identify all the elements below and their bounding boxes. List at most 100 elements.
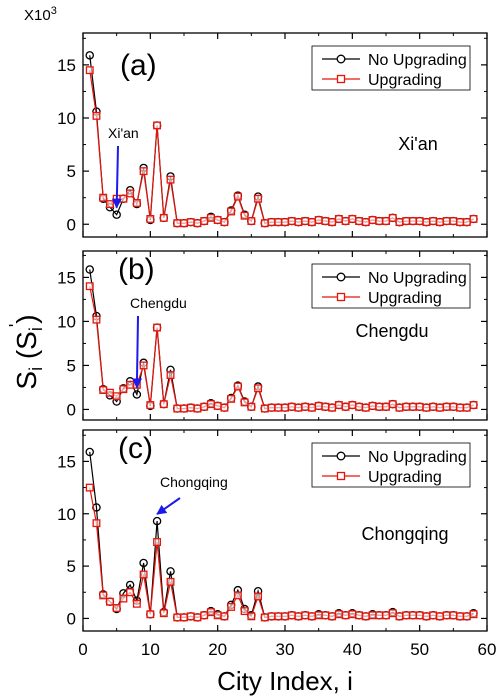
data-point-upgrading bbox=[456, 612, 465, 621]
data-point-upgrading bbox=[119, 594, 128, 603]
data-point-upgrading bbox=[355, 402, 364, 411]
data-point-no-upgrading bbox=[92, 503, 101, 512]
data-point-upgrading bbox=[307, 612, 316, 621]
y-tick-label: 10 bbox=[57, 312, 76, 331]
data-point-upgrading bbox=[469, 214, 478, 223]
data-point-upgrading bbox=[180, 219, 188, 228]
data-point-upgrading bbox=[99, 591, 108, 600]
data-point-upgrading bbox=[260, 613, 269, 622]
data-point-upgrading bbox=[92, 111, 101, 120]
plots: 0 5 10 15 (a) Xi'an Xi'an No Upgrading Upgrading… bbox=[57, 32, 496, 659]
data-point-upgrading bbox=[146, 214, 155, 223]
data-point-upgrading bbox=[186, 403, 195, 412]
data-point-upgrading bbox=[126, 588, 135, 597]
data-point-upgrading bbox=[159, 213, 168, 222]
data-point-upgrading bbox=[132, 599, 141, 608]
x-tick-label: 10 bbox=[141, 640, 160, 659]
data-point-upgrading bbox=[382, 217, 390, 226]
data-point-upgrading bbox=[435, 218, 444, 227]
data-point-upgrading bbox=[254, 194, 263, 203]
data-point-upgrading bbox=[415, 402, 424, 411]
data-point-upgrading bbox=[247, 217, 256, 226]
data-point-upgrading bbox=[274, 403, 283, 412]
annotation-label: Xi'an bbox=[108, 125, 139, 141]
legend-marker-square bbox=[336, 471, 346, 481]
data-point-upgrading bbox=[348, 214, 357, 223]
data-point-upgrading bbox=[247, 402, 256, 411]
data-point-upgrading bbox=[240, 211, 249, 220]
data-point-upgrading bbox=[200, 402, 209, 411]
legend: No Upgrading Upgrading bbox=[311, 263, 471, 309]
data-point-upgrading bbox=[388, 213, 397, 222]
data-point-upgrading bbox=[449, 402, 458, 411]
panel-2: 0 5 10 15 (b) Chengdu Chengdu No Upgrading Upgra… bbox=[57, 250, 488, 421]
data-point-upgrading bbox=[462, 218, 471, 227]
data-point-upgrading bbox=[193, 219, 202, 228]
data-point-upgrading bbox=[422, 403, 431, 412]
data-point-upgrading bbox=[294, 612, 303, 621]
data-point-upgrading bbox=[119, 194, 128, 203]
annotation-label: Chongqing bbox=[160, 474, 228, 490]
annotation-arrow bbox=[132, 315, 143, 389]
data-point-upgrading bbox=[233, 192, 242, 201]
data-point-upgrading bbox=[415, 611, 424, 620]
data-point-no-upgrading bbox=[85, 51, 94, 60]
data-point-upgrading bbox=[388, 609, 397, 618]
legend-label: No Upgrading bbox=[368, 52, 467, 69]
data-point-upgrading bbox=[281, 612, 289, 621]
data-point-no-upgrading bbox=[125, 580, 135, 590]
data-point-upgrading bbox=[456, 218, 465, 227]
data-point-upgrading bbox=[159, 400, 168, 409]
data-point-upgrading bbox=[355, 217, 364, 226]
data-point-upgrading bbox=[294, 403, 303, 412]
legend-marker-circle bbox=[336, 272, 346, 282]
data-point-upgrading bbox=[247, 612, 256, 621]
y-tick-label: 10 bbox=[57, 505, 76, 524]
data-point-upgrading bbox=[119, 385, 128, 394]
data-point-upgrading bbox=[240, 607, 249, 616]
data-point-upgrading bbox=[361, 403, 370, 412]
y-tick-label: 15 bbox=[57, 268, 76, 287]
x-tick-label: 20 bbox=[208, 640, 227, 659]
y-axis-label-sub: i bbox=[26, 367, 46, 371]
data-point-upgrading bbox=[159, 609, 168, 618]
legend-label: Upgrading bbox=[368, 290, 442, 307]
city-label: Chengdu bbox=[355, 321, 428, 341]
data-point-upgrading bbox=[375, 217, 384, 226]
data-point-upgrading bbox=[328, 218, 337, 227]
data-point-upgrading bbox=[422, 218, 431, 227]
data-point-upgrading bbox=[126, 380, 135, 389]
city-label: Xi'an bbox=[398, 134, 437, 154]
data-point-upgrading bbox=[153, 323, 162, 332]
data-point-upgrading bbox=[334, 214, 343, 223]
legend-label: Upgrading bbox=[368, 469, 442, 486]
data-point-upgrading bbox=[206, 400, 215, 409]
data-point-upgrading bbox=[85, 282, 94, 291]
data-point-upgrading bbox=[173, 404, 182, 413]
city-label: Chongqing bbox=[361, 524, 448, 544]
data-point-upgrading bbox=[422, 612, 431, 621]
data-point-upgrading bbox=[435, 403, 444, 412]
data-point-upgrading bbox=[132, 199, 141, 207]
y-tick-label: 0 bbox=[67, 400, 76, 419]
data-point-upgrading bbox=[287, 217, 296, 226]
legend-label: Upgrading bbox=[368, 72, 442, 89]
data-point-upgrading bbox=[240, 398, 249, 407]
data-point-upgrading bbox=[442, 402, 451, 411]
panel-3: 0 5 10 15 0 10 20 30 40 50 60 (c) Chongqing Chongqing… bbox=[57, 429, 496, 659]
data-point-upgrading bbox=[206, 608, 215, 617]
data-point-upgrading bbox=[402, 611, 411, 620]
data-point-upgrading bbox=[213, 611, 222, 620]
data-point-upgrading bbox=[301, 611, 310, 620]
data-point-upgrading bbox=[382, 611, 390, 620]
data-point-upgrading bbox=[173, 613, 182, 622]
data-point-upgrading bbox=[186, 218, 195, 227]
data-point-upgrading bbox=[321, 217, 330, 226]
x-axis-label: City Index, i bbox=[217, 666, 353, 696]
data-point-upgrading bbox=[126, 189, 135, 198]
data-point-upgrading bbox=[395, 403, 404, 412]
data-point-upgrading bbox=[85, 483, 94, 492]
y-tick-label: 5 bbox=[67, 557, 76, 576]
data-point-upgrading bbox=[341, 217, 350, 226]
